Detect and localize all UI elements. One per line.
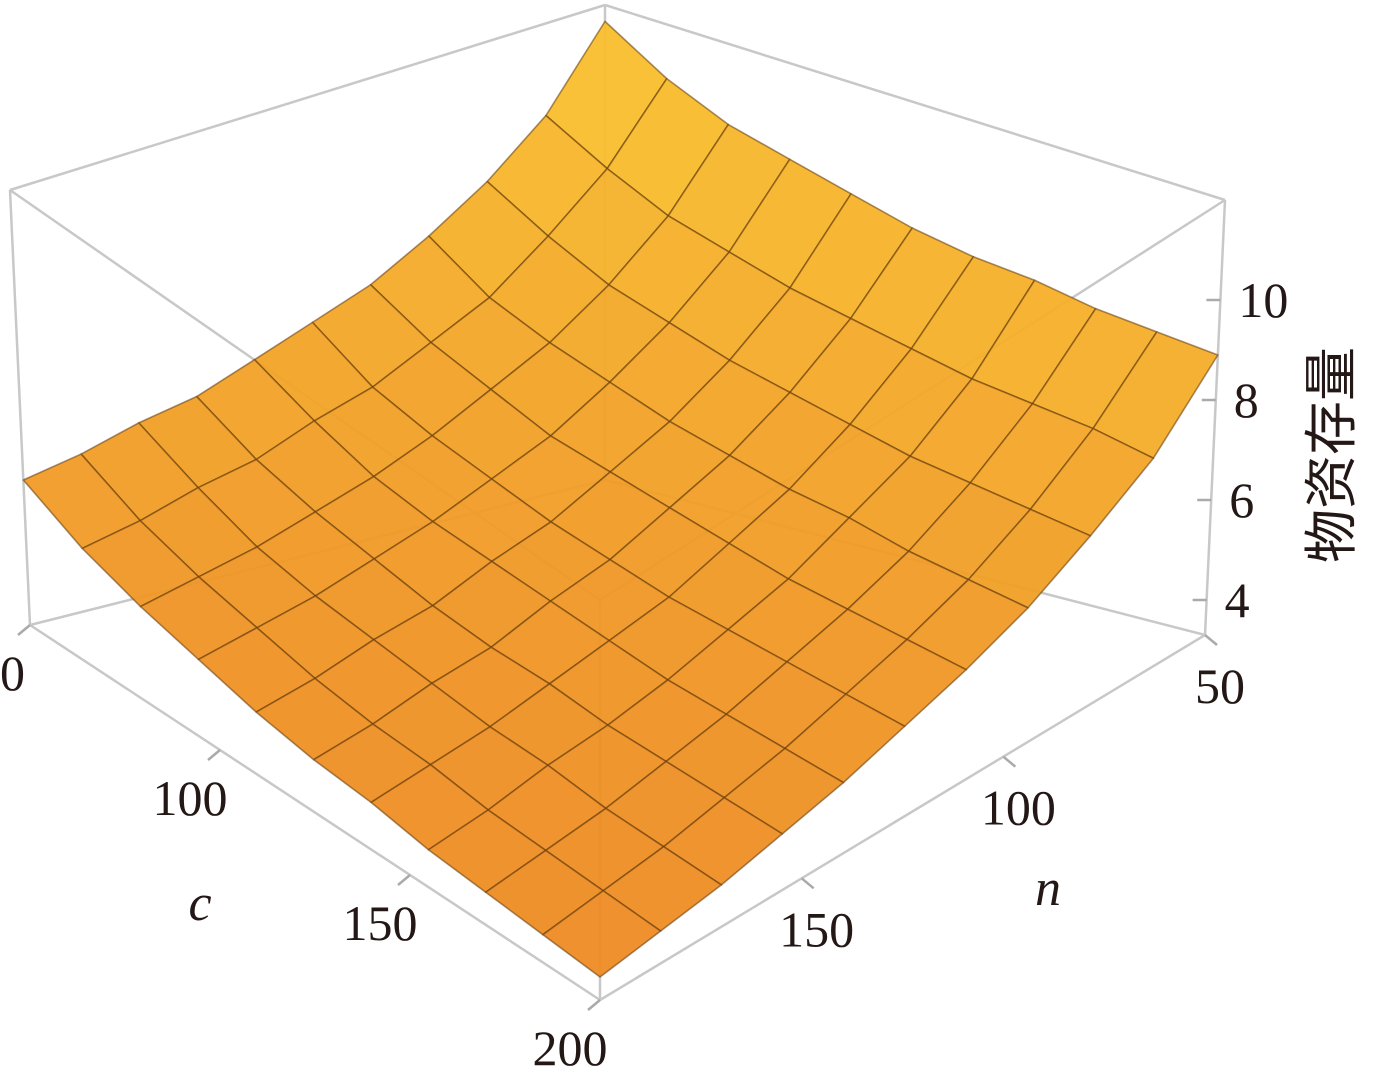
x-tick-label: 200: [533, 1020, 608, 1072]
z-tick-label: 4: [1225, 572, 1250, 628]
x-tick: [587, 999, 601, 1011]
box-edge: [1203, 199, 1227, 636]
x-tick: [207, 749, 221, 761]
y-tick-label: 50: [1195, 658, 1245, 714]
z-tick-label: 10: [1238, 272, 1288, 328]
x-tick-label: 50: [0, 645, 25, 701]
x-tick: [17, 624, 31, 636]
y-axis-label: n: [1035, 860, 1061, 917]
box-edge: [29, 623, 601, 1002]
x-tick-label: 150: [343, 895, 418, 951]
y-tick: [1002, 755, 1017, 768]
x-tick: [397, 874, 411, 886]
box-edge: [8, 189, 32, 626]
axes: 50 100 150 200 50 100 150 4 6 8 10: [0, 272, 1288, 1072]
z-axis-label: 物资存量: [1302, 347, 1362, 563]
box-edge: [9, 3, 606, 192]
y-tick-label: 100: [981, 780, 1056, 836]
x-tick-label: 100: [153, 770, 228, 826]
box-edge: [599, 633, 1206, 1002]
y-tick-label: 150: [779, 901, 854, 957]
surface-patch: [542, 889, 662, 978]
surface: [22, 20, 1219, 978]
x-axis-label: c: [188, 875, 211, 932]
y-tick: [1204, 634, 1218, 646]
box-edge: [604, 3, 1226, 202]
y-tick: [800, 877, 815, 890]
z-tick-label: 6: [1229, 472, 1254, 528]
z-tick-label: 8: [1234, 372, 1259, 428]
